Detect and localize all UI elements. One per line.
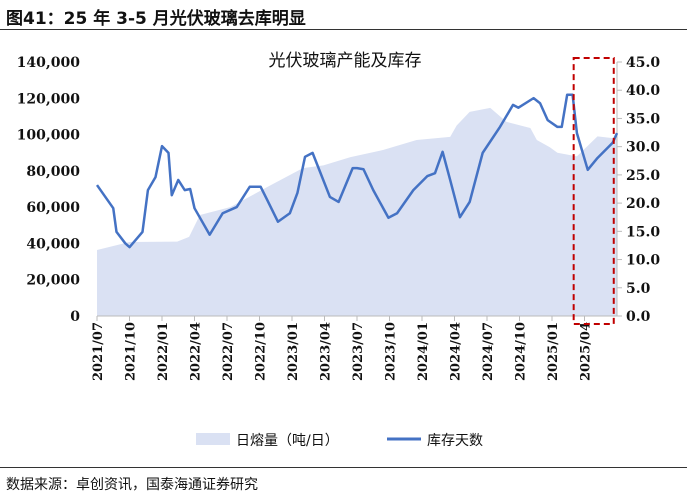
figure-title: 图41：25 年 3-5 月光伏玻璃去库明显	[6, 9, 306, 29]
x-tick-label: 2024/07	[481, 322, 496, 381]
x-tick-label: 2022/07	[221, 322, 236, 381]
source-note: 数据来源：卓创资讯，国泰海通证券研究	[6, 477, 258, 493]
x-tick-label: 2023/07	[351, 322, 366, 381]
left-y-tick-label: 100,000	[17, 128, 81, 144]
x-tick-label: 2024/04	[449, 322, 464, 381]
left-y-tick-label: 60,000	[26, 200, 80, 216]
right-y-tick-label: 10.0	[626, 253, 660, 269]
left-y-tick-label: 120,000	[17, 91, 81, 107]
x-tick-label: 2023/04	[319, 322, 334, 381]
x-tick-label: 2025/01	[546, 322, 561, 381]
right-y-tick-label: 30.0	[626, 140, 660, 156]
x-tick-label: 2023/01	[286, 322, 301, 381]
title-divider	[0, 29, 687, 30]
right-y-tick-label: 5.0	[626, 281, 651, 297]
left-y-tick-label: 80,000	[26, 164, 80, 180]
right-y-tick-label: 0.0	[626, 309, 651, 325]
x-tick-label: 2025/04	[579, 322, 594, 381]
chart-title: 光伏玻璃产能及库存	[269, 51, 422, 71]
x-tick-label: 2022/10	[254, 322, 269, 381]
left-y-tick-label: 40,000	[26, 236, 80, 252]
right-y-tick-label: 15.0	[626, 224, 660, 240]
x-tick-label: 2022/01	[156, 322, 171, 381]
footer-divider	[0, 467, 687, 468]
left-y-tick-label: 20,000	[26, 273, 80, 289]
inventory-days-line	[95, 93, 619, 249]
legend-label-capacity: 日熔量（吨/日）	[236, 433, 339, 449]
right-y-tick-label: 45.0	[626, 55, 660, 71]
right-y-tick-label: 25.0	[626, 168, 660, 184]
x-tick-label: 2022/04	[189, 322, 204, 381]
x-tick-label: 2023/10	[384, 322, 399, 381]
legend-swatch-capacity	[196, 433, 230, 445]
highlight-box	[572, 57, 615, 325]
right-y-tick-label: 40.0	[626, 83, 660, 99]
right-y-tick-label: 35.0	[626, 111, 660, 127]
capacity-area	[97, 107, 617, 316]
left-y-tick-label: 140,000	[17, 55, 81, 71]
right-y-tick-label: 20.0	[626, 196, 660, 212]
legend-label-inventory: 库存天数	[427, 433, 483, 449]
x-tick-label: 2024/10	[514, 322, 529, 381]
x-tick-label: 2021/07	[91, 322, 106, 381]
x-tick-label: 2021/10	[124, 322, 139, 381]
left-y-tick-label: 0	[70, 309, 80, 325]
x-tick-label: 2024/01	[416, 322, 431, 381]
